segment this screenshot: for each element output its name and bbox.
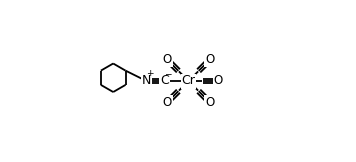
Text: N: N: [142, 75, 151, 87]
Text: O: O: [205, 53, 214, 66]
Text: +: +: [146, 69, 154, 78]
Text: O: O: [214, 75, 223, 87]
Text: O: O: [205, 96, 214, 109]
Text: O: O: [163, 53, 172, 66]
Text: C: C: [160, 75, 169, 87]
Text: Cr: Cr: [182, 75, 195, 87]
Text: −: −: [164, 69, 171, 78]
Text: O: O: [163, 96, 172, 109]
